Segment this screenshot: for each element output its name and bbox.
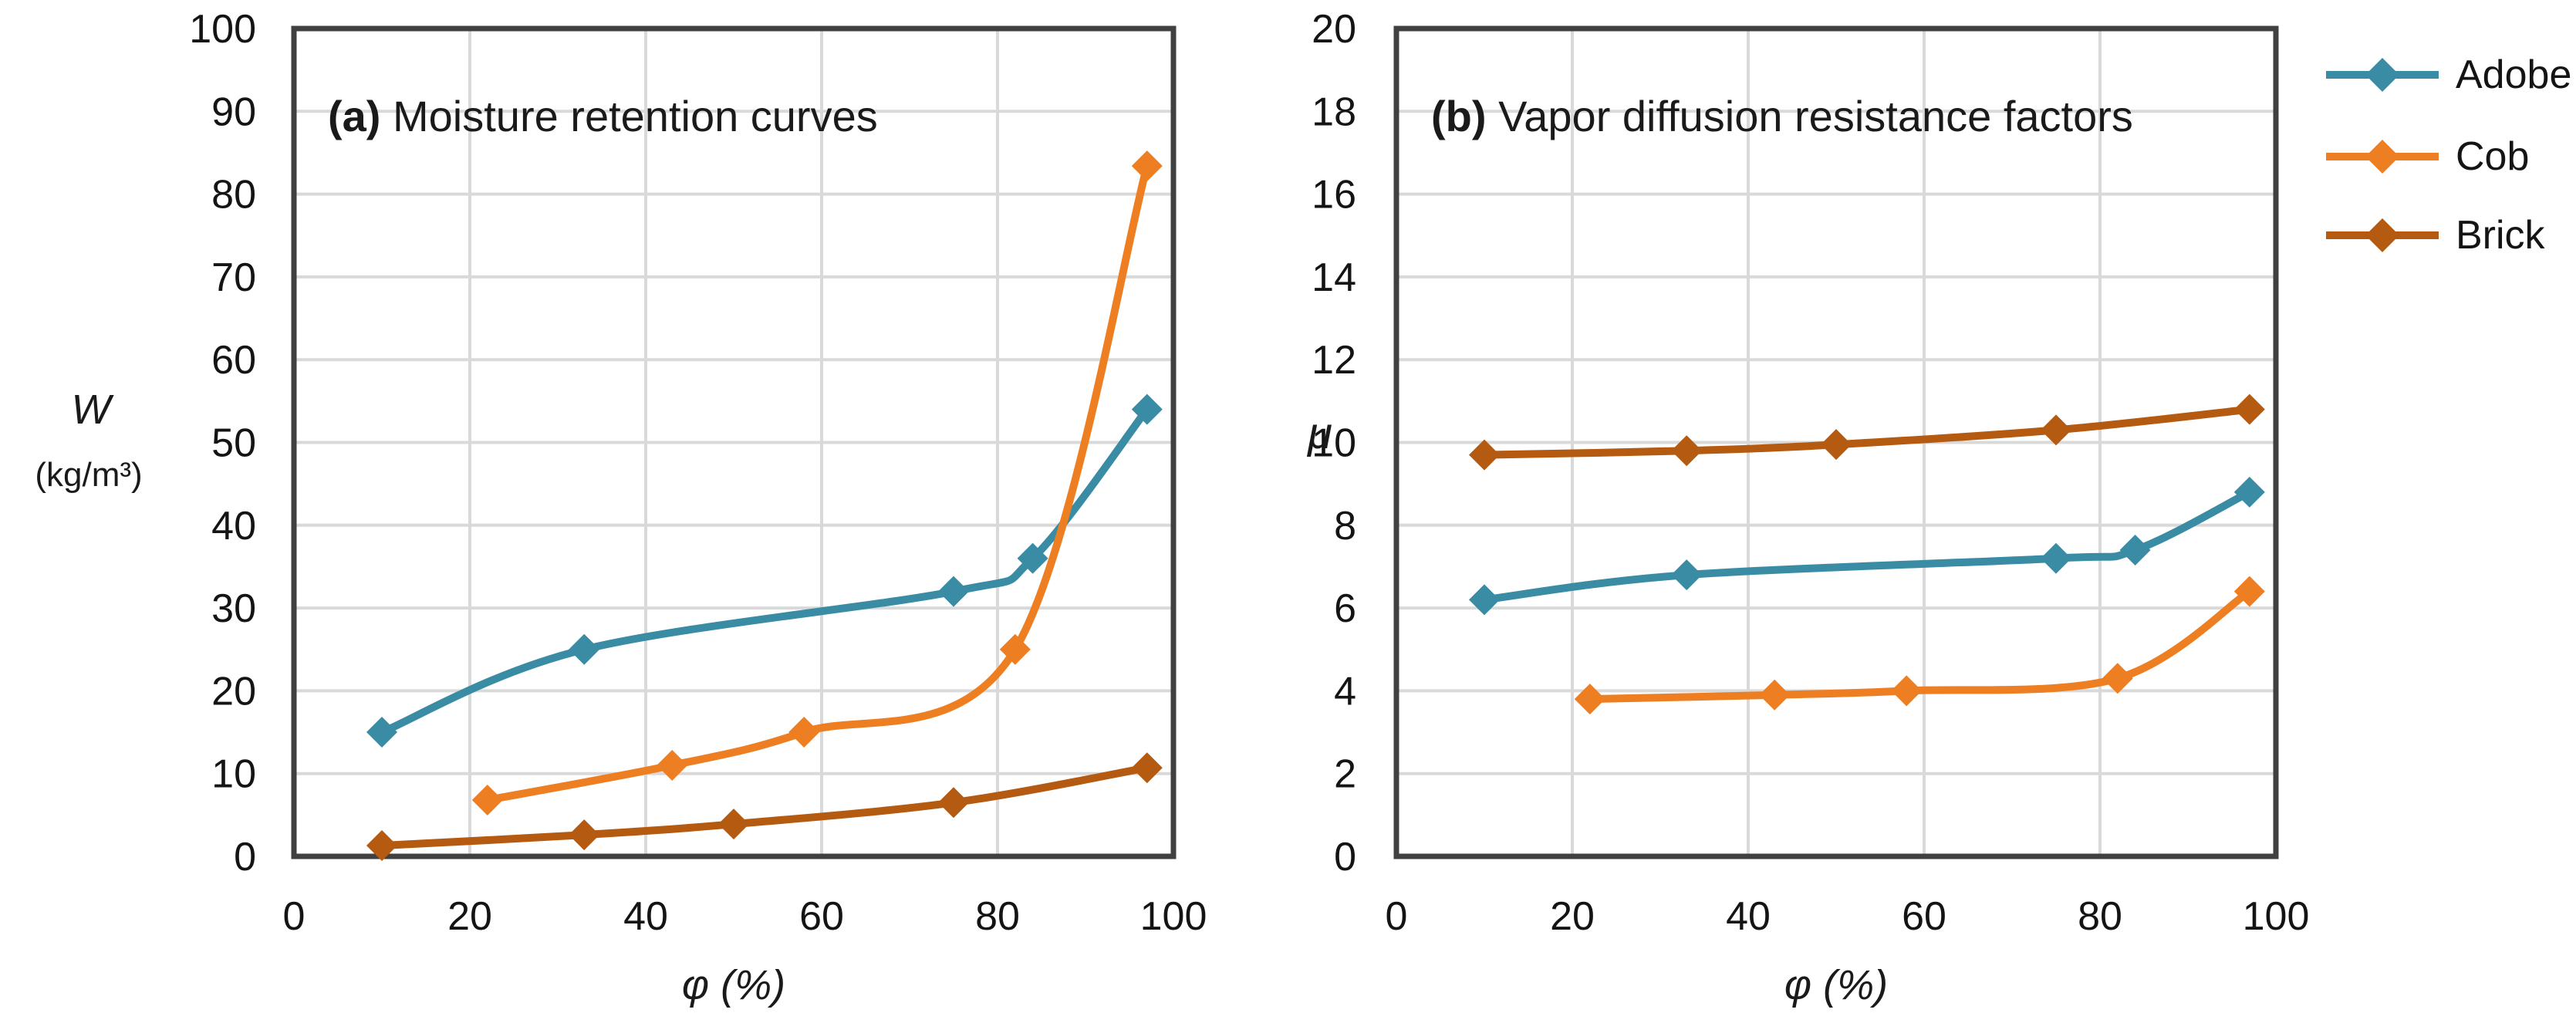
panel-a-x-tick-label: 100: [1140, 894, 1207, 939]
legend-label-cob: Cob: [2456, 134, 2530, 179]
panel-a-x-tick-label: 20: [447, 894, 492, 939]
panel-a-y-tick-label: 70: [211, 255, 256, 300]
legend-swatch-brick: [2326, 218, 2439, 252]
panel-a-marker-brick: [718, 809, 749, 840]
panel-a-y-tick-label: 10: [211, 752, 256, 797]
panel-a-x-tick-label: 60: [799, 894, 844, 939]
legend-label-adobe: Adobe: [2456, 52, 2572, 97]
panel-a-marker-cob: [657, 749, 688, 781]
panel-b-y-tick-label: 16: [1312, 173, 1356, 218]
panel-b-y-tick-label: 0: [1334, 835, 1356, 880]
panel-b-y-tick-label: 14: [1312, 255, 1356, 300]
panel-a-series-line-cob: [483, 162, 1151, 805]
panel-b-y-tick-label: 18: [1312, 89, 1356, 134]
legend-item-adobe: Adobe: [2324, 52, 2571, 98]
panel-b-x-tick-label: 60: [1902, 894, 1946, 939]
panel-b-marker-brick: [1469, 439, 1500, 471]
panel-a-x-axis-title: φ (%): [681, 962, 786, 1008]
panel-a-y-tick-label: 60: [211, 338, 256, 383]
panel-b-marker-cob: [2102, 663, 2133, 694]
panel-a-x-tick-label: 0: [283, 894, 306, 939]
panel-b-y-tick-label: 10: [1312, 421, 1356, 466]
panel-a-marker-brick: [366, 830, 397, 862]
panel-a-marker-cob: [471, 785, 503, 816]
panel-a-plot-frame: [291, 25, 1177, 859]
panel-b-marker-cob: [2233, 576, 2265, 607]
panel-b-marker-cob: [1759, 679, 1791, 711]
panel-a-marker-adobe: [1017, 542, 1048, 574]
panel-b-x-axis-title: φ (%): [1784, 962, 1889, 1008]
panel-b-y-tick-label: 2: [1334, 752, 1356, 797]
legend-swatch-cob: [2326, 140, 2439, 174]
panel-b-marker-brick: [2233, 393, 2265, 425]
panel-b-marker-adobe: [1671, 559, 1703, 591]
panel-a-x-tick-label: 40: [623, 894, 668, 939]
panel-b-marker-brick: [2041, 414, 2071, 446]
panel-a-title-text: Moisture retention curves: [380, 92, 878, 140]
panel-b-marker-adobe: [2041, 542, 2071, 574]
legend-label-brick: Brick: [2456, 213, 2545, 258]
panel-a-y-tick-label: 100: [189, 7, 256, 52]
panel-b-y-tick-label: 20: [1312, 7, 1356, 52]
panel-a-marker-brick: [1131, 752, 1163, 784]
panel-b-y-tick-label: 12: [1312, 338, 1356, 383]
panel-a-y-tick-label: 50: [211, 421, 256, 466]
panel-b-marker-adobe: [2119, 534, 2151, 566]
panel-a-y-tick-label: 20: [211, 669, 256, 714]
panel-a-marker-brick: [938, 787, 969, 819]
panel-a-title: (a) Moisture retention curves: [328, 93, 878, 140]
panel-a-series-line-brick: [378, 764, 1151, 850]
panel-a-marker-brick: [569, 819, 600, 851]
panel-a-marker-adobe: [938, 576, 969, 607]
panel-a-y-tick-label: 90: [211, 89, 256, 134]
panel-a-marker-adobe: [1131, 393, 1163, 425]
panel-b-marker-cob: [1574, 684, 1605, 715]
panel-b-title-text: Vapor diffusion resistance factors: [1486, 92, 2133, 140]
legend-item-brick: Brick: [2324, 212, 2545, 258]
panel-b-marker-adobe: [2233, 476, 2265, 508]
panel-a-y-axis-units: (kg/m³): [35, 456, 143, 494]
panel-b-x-tick-label: 40: [1726, 894, 1771, 939]
panel-b-y-tick-label: 6: [1334, 586, 1356, 631]
panel-b-marker-cob: [1891, 675, 1923, 707]
panel-a-x-tick-label: 80: [975, 894, 1020, 939]
panel-b-marker-brick: [1821, 429, 1852, 461]
panel-b-title: (b) Vapor diffusion resistance factors: [1431, 93, 2133, 140]
panel-b-x-tick-label: 80: [2078, 894, 2122, 939]
panel-b-x-tick-label: 20: [1550, 894, 1595, 939]
panel-b-plot-frame: [1393, 25, 2279, 859]
panel-b-marker-adobe: [1469, 584, 1500, 616]
panel-a-title-tag: (a): [328, 92, 381, 140]
panel-b-title-tag: (b): [1431, 92, 1487, 140]
panel-a-y-tick-label: 30: [211, 586, 256, 631]
panel-a-y-tick-label: 0: [234, 835, 256, 880]
panel-b-y-tick-label: 4: [1334, 669, 1356, 714]
panel-b-series-line-brick: [1480, 405, 2254, 459]
panel-b-series-line-adobe: [1480, 488, 2254, 604]
panel-a-marker-cob: [788, 717, 820, 748]
panel-a-marker-adobe: [366, 717, 397, 748]
panel-a-y-tick-label: 80: [211, 173, 256, 218]
legend-item-cob: Cob: [2324, 133, 2529, 180]
panel-b-y-axis-title: μ: [1308, 408, 1332, 458]
panel-a-y-axis-title: W: [71, 387, 111, 433]
panel-a-marker-cob: [1131, 150, 1163, 182]
panel-b-x-tick-label: 0: [1386, 894, 1408, 939]
panel-a-marker-cob: [999, 633, 1031, 665]
panel-a-marker-adobe: [569, 633, 600, 665]
panel-a-y-tick-label: 40: [211, 504, 256, 549]
panel-b-y-tick-label: 8: [1334, 504, 1356, 549]
panel-b-marker-brick: [1671, 435, 1703, 467]
legend-swatch-adobe: [2326, 58, 2439, 92]
panel-b-x-tick-label: 100: [2243, 894, 2310, 939]
